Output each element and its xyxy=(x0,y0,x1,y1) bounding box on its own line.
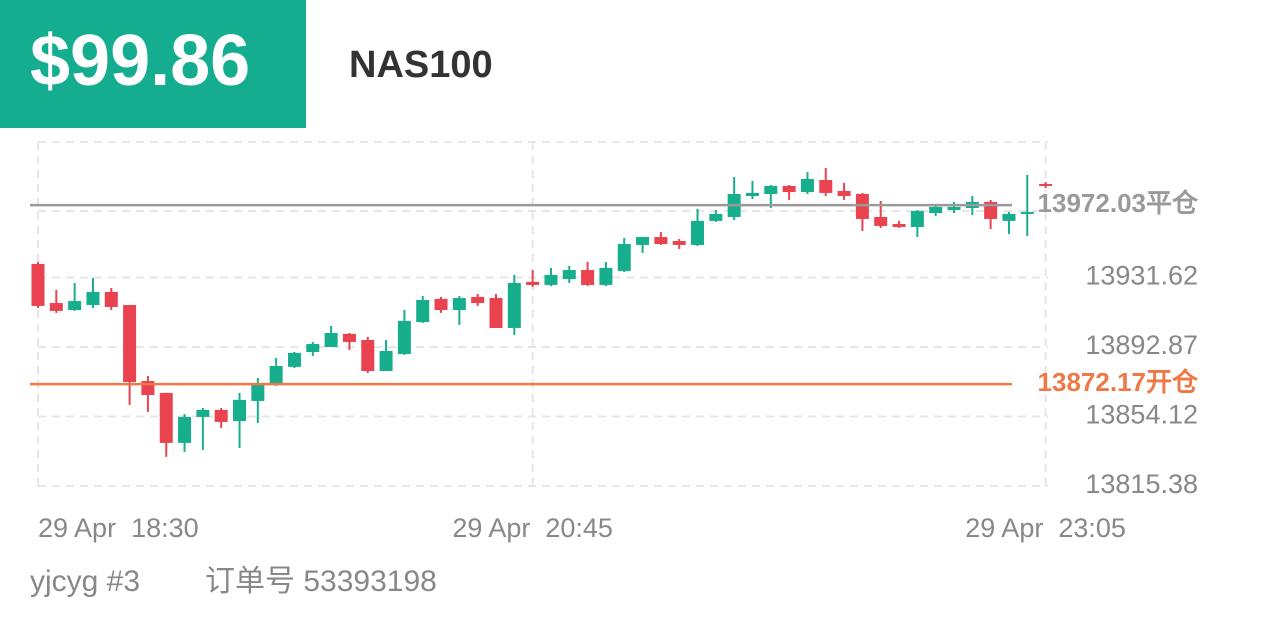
candle-body xyxy=(86,291,100,306)
candle-body xyxy=(929,206,943,214)
candle-body xyxy=(196,409,210,417)
symbol: NAS100 xyxy=(349,44,493,86)
candle-body xyxy=(837,190,851,196)
candle-body xyxy=(764,185,778,195)
candle-body xyxy=(416,299,430,323)
x-tick-label: 29 Apr 18:30 xyxy=(38,513,199,543)
candle-body xyxy=(581,270,595,285)
candle-body xyxy=(1039,183,1053,186)
candle-body xyxy=(709,213,723,221)
y-tick-label: 13815.38 xyxy=(1085,469,1198,499)
candle-body xyxy=(544,274,558,285)
candle-body xyxy=(855,194,869,219)
candle-body xyxy=(434,298,448,311)
candle-body xyxy=(31,263,45,306)
candle-body xyxy=(910,211,924,228)
candle-body xyxy=(159,392,173,443)
candle-body xyxy=(489,298,503,328)
candle-body xyxy=(599,267,613,285)
price-line-label: 13972.03平仓 xyxy=(1038,188,1199,218)
pnl: $99.86 xyxy=(30,21,250,101)
candle-body xyxy=(104,291,118,307)
candle-body xyxy=(397,320,411,354)
y-tick-label: 13892.87 xyxy=(1085,330,1198,360)
order-number: 订单号 53393198 xyxy=(205,565,437,598)
candle-body xyxy=(342,333,356,342)
candle-body xyxy=(672,240,686,245)
candle-body xyxy=(800,178,814,193)
candle-body xyxy=(617,244,631,271)
candle-body xyxy=(636,237,650,245)
candle-body xyxy=(49,303,63,311)
candle-body xyxy=(562,270,576,280)
candle-body xyxy=(947,206,961,210)
candle-body xyxy=(178,416,192,443)
candle-body xyxy=(654,237,668,245)
candle-body xyxy=(691,220,705,245)
candle-body xyxy=(361,339,375,372)
candle-body xyxy=(1020,211,1034,214)
candle-body xyxy=(269,365,283,384)
candle-body xyxy=(892,223,906,228)
candle-body xyxy=(507,282,521,328)
account: yjcyg #3 xyxy=(30,565,140,598)
candle-body xyxy=(745,192,759,196)
x-tick-label: 29 Apr 20:45 xyxy=(452,513,613,543)
candle-body xyxy=(819,180,833,193)
candle-body xyxy=(874,216,888,226)
candle-body xyxy=(526,281,540,285)
y-tick-label: 13854.12 xyxy=(1085,400,1198,430)
candle-body xyxy=(123,305,137,382)
candle-body xyxy=(233,399,247,422)
candle-body xyxy=(324,332,338,347)
candle-body xyxy=(452,298,466,311)
candle-body xyxy=(471,296,485,304)
candle-body xyxy=(306,343,320,353)
candle-body xyxy=(379,350,393,372)
y-tick-label: 13931.62 xyxy=(1085,261,1198,291)
candle-body xyxy=(1002,213,1016,221)
candle-body xyxy=(214,409,228,422)
candle-body xyxy=(287,352,301,367)
pnl-badge xyxy=(0,0,306,128)
candle-body xyxy=(251,384,265,401)
price-line-label: 13872.17开仓 xyxy=(1038,367,1199,397)
x-tick-label: 29 Apr 23:05 xyxy=(965,513,1126,543)
candle-body xyxy=(68,301,82,311)
candle-body xyxy=(782,185,796,193)
